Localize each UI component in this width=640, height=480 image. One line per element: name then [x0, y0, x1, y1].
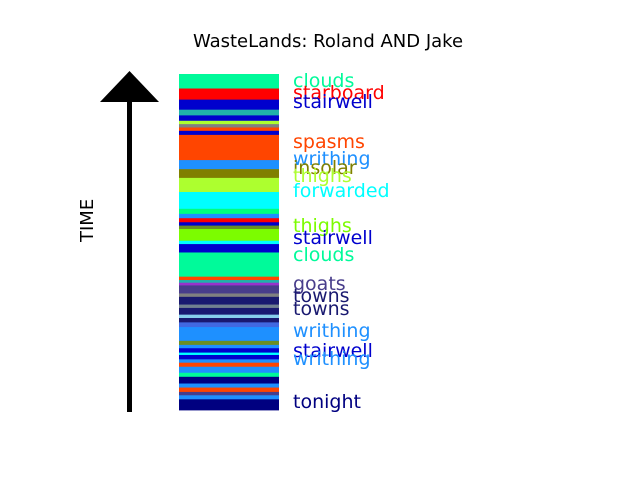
band-45 — [179, 127, 279, 131]
annotation-label-5: insolar — [293, 156, 357, 179]
band-16 — [179, 326, 279, 336]
band-30 — [179, 243, 279, 253]
band-50 — [179, 99, 279, 110]
band-20 — [179, 307, 279, 315]
annotation-label-13: towns — [293, 297, 350, 320]
band-10 — [179, 354, 279, 360]
annotation-label-14: writhing — [293, 320, 371, 343]
annotation-label-17: tonight — [293, 390, 361, 413]
annotation-label-15: stairwell — [293, 340, 373, 363]
band-8 — [179, 362, 279, 367]
band-29 — [179, 252, 279, 277]
annotation-label-3: spasms — [293, 130, 365, 153]
band-36 — [179, 213, 279, 219]
band-27 — [179, 279, 279, 283]
band-17 — [179, 321, 279, 328]
band-38 — [179, 191, 279, 209]
chart-title: WasteLands: Roland AND Jake — [192, 31, 464, 52]
band-46 — [179, 123, 279, 128]
band-2 — [179, 391, 279, 396]
annotation-label-8: thighs — [293, 214, 352, 237]
band-19 — [179, 314, 279, 318]
annotation-label-16: writhing — [293, 348, 371, 371]
band-6 — [179, 372, 279, 377]
annotation-label-2: stairwell — [293, 90, 373, 113]
band-33 — [179, 225, 279, 229]
band-34 — [179, 221, 279, 226]
band-5 — [179, 376, 279, 384]
band-9 — [179, 358, 279, 363]
annotation-label-11: goats — [293, 273, 346, 295]
band-13 — [179, 344, 279, 349]
band-40 — [179, 177, 279, 185]
band-14 — [179, 340, 279, 345]
band-49 — [179, 109, 279, 116]
band-39 — [179, 184, 279, 192]
band-51 — [179, 88, 279, 100]
annotation-label-7: forwarded — [293, 179, 390, 202]
y-axis-label: TIME — [77, 198, 98, 242]
band-28 — [179, 276, 279, 281]
band-12 — [179, 347, 279, 353]
band-24 — [179, 289, 279, 294]
band-4 — [179, 383, 279, 388]
band-52 — [179, 74, 279, 89]
band-31 — [179, 240, 279, 245]
band-37 — [179, 208, 279, 214]
band-47 — [179, 120, 279, 125]
band-18 — [179, 317, 279, 323]
time-arrow-head — [100, 71, 159, 102]
annotation-label-6: thighs — [293, 165, 352, 188]
band-7 — [179, 366, 279, 373]
band-23 — [179, 293, 279, 297]
band-21 — [179, 304, 279, 308]
band-35 — [179, 217, 279, 223]
annotation-label-10: clouds — [293, 244, 355, 267]
band-42 — [179, 159, 279, 170]
band-44 — [179, 130, 279, 135]
band-32 — [179, 228, 279, 241]
band-0 — [179, 398, 279, 411]
annotation-label-0: clouds — [293, 70, 355, 93]
annotation-label-1: starboard — [293, 82, 385, 105]
band-26 — [179, 282, 279, 286]
annotation-label-9: stairwell — [293, 227, 373, 250]
band-43 — [179, 134, 279, 161]
color-band-strip — [179, 74, 279, 411]
band-3 — [179, 387, 279, 392]
band-15 — [179, 335, 279, 341]
band-48 — [179, 114, 279, 121]
band-25 — [179, 285, 279, 290]
annotation-label-4: writhing — [293, 147, 371, 170]
band-11 — [179, 352, 279, 355]
annotation-label-12: towns — [293, 285, 350, 308]
time-arrow-shaft — [127, 98, 132, 412]
band-41 — [179, 168, 279, 178]
band-22 — [179, 296, 279, 305]
band-1 — [179, 394, 279, 400]
